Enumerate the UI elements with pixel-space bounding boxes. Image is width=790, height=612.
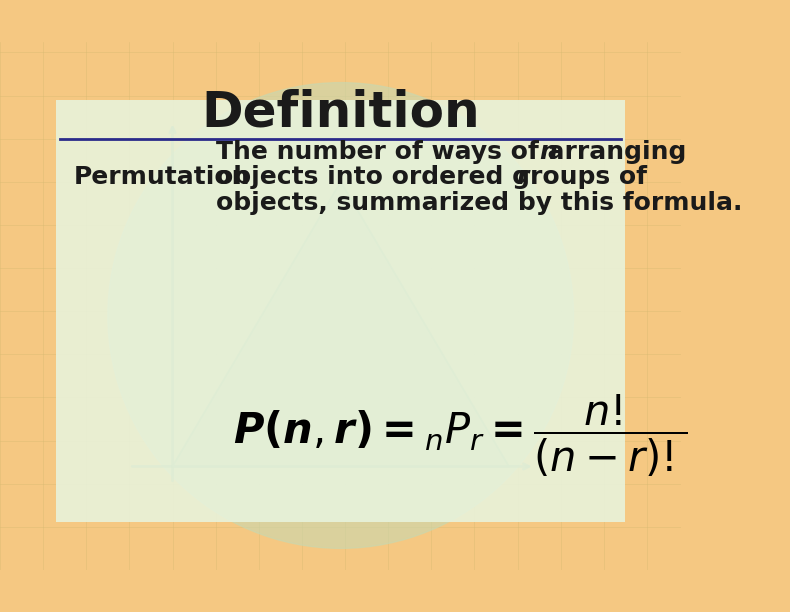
Text: $\boldsymbol{P(n,r) = {}_nP_r = \dfrac{n!}{(n-r)!}}$: $\boldsymbol{P(n,r) = {}_nP_r = \dfrac{n…	[233, 394, 687, 479]
Text: The number of ways of arranging: The number of ways of arranging	[216, 140, 694, 163]
Circle shape	[107, 83, 574, 548]
FancyBboxPatch shape	[56, 100, 626, 523]
Text: n: n	[539, 140, 557, 163]
Text: objects into ordered groups of: objects into ordered groups of	[216, 165, 656, 190]
Text: Definition: Definition	[201, 89, 480, 137]
Text: objects, summarized by this formula.: objects, summarized by this formula.	[216, 192, 742, 215]
Polygon shape	[172, 182, 509, 466]
Text: Permutation: Permutation	[73, 165, 250, 190]
Text: r: r	[517, 165, 529, 190]
